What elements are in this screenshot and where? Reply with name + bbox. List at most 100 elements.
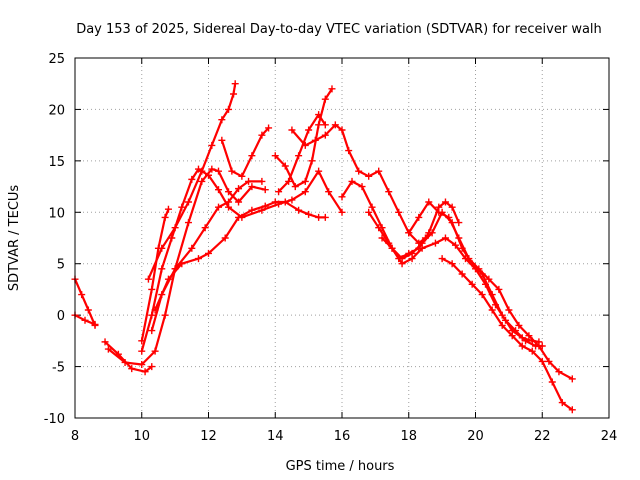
x-tick-label: 16 xyxy=(334,429,351,444)
data-point xyxy=(405,229,413,237)
data-point xyxy=(301,177,309,185)
data-point xyxy=(230,90,238,98)
data-point xyxy=(492,301,500,309)
data-point xyxy=(208,141,216,149)
x-axis-label: GPS time / hours xyxy=(286,459,395,474)
data-point xyxy=(295,206,303,214)
data-point xyxy=(331,121,339,129)
data-point xyxy=(448,260,456,268)
data-point xyxy=(281,198,289,206)
data-point xyxy=(425,198,433,206)
data-point xyxy=(478,291,486,299)
data-point xyxy=(301,141,309,149)
data-point xyxy=(148,327,156,335)
data-point xyxy=(138,361,146,369)
data-point xyxy=(178,260,186,268)
data-point xyxy=(164,205,172,213)
data-point xyxy=(505,306,513,314)
data-point xyxy=(161,311,169,319)
data-point xyxy=(465,255,473,263)
data-point xyxy=(225,105,233,113)
data-point xyxy=(528,347,536,355)
data-point xyxy=(285,177,293,185)
data-point xyxy=(198,177,206,185)
data-point xyxy=(184,219,192,227)
data-point xyxy=(258,177,266,185)
data-point xyxy=(568,406,576,414)
data-point xyxy=(385,188,393,196)
data-point xyxy=(415,213,423,221)
y-axis-label: SDTVAR / TECUs xyxy=(7,185,22,292)
series-track-10 xyxy=(220,126,270,178)
grid-layer xyxy=(75,58,609,418)
y-tick-label: 15 xyxy=(48,155,65,170)
data-point xyxy=(438,255,446,263)
data-point xyxy=(388,244,396,252)
data-point xyxy=(248,152,256,160)
data-point xyxy=(482,280,490,288)
data-point xyxy=(315,111,323,119)
x-tick-label: 22 xyxy=(534,429,551,444)
data-point xyxy=(375,224,383,232)
data-point xyxy=(261,186,269,194)
data-point xyxy=(485,275,493,283)
data-point xyxy=(445,213,453,221)
data-point xyxy=(245,177,253,185)
data-point xyxy=(198,167,206,175)
data-point xyxy=(315,121,323,129)
data-point xyxy=(338,126,346,134)
series-track-11 xyxy=(274,87,334,188)
data-point xyxy=(205,171,212,179)
y-tick-label: 10 xyxy=(48,206,65,221)
data-point xyxy=(508,332,516,340)
data-point xyxy=(398,260,406,268)
plot-frame xyxy=(74,57,610,419)
data-point xyxy=(261,202,269,210)
series-layer xyxy=(71,80,576,414)
data-point xyxy=(248,183,256,191)
data-point xyxy=(348,177,356,185)
data-point xyxy=(522,337,530,345)
data-point xyxy=(281,162,289,170)
data-point xyxy=(488,306,496,314)
data-point xyxy=(164,275,172,283)
data-point xyxy=(375,167,383,175)
data-point xyxy=(518,342,526,350)
data-point xyxy=(81,316,89,324)
data-point xyxy=(435,208,443,216)
data-point xyxy=(148,363,156,371)
series-track-7 xyxy=(150,180,263,332)
data-point xyxy=(295,152,303,160)
data-point xyxy=(228,167,236,175)
data-point xyxy=(151,306,159,314)
y-tick-label: 0 xyxy=(57,309,65,324)
series-track-1 xyxy=(73,278,97,327)
data-point xyxy=(468,280,476,288)
data-point xyxy=(215,186,223,194)
data-point xyxy=(188,244,196,252)
data-point xyxy=(288,196,296,204)
series-track-3 xyxy=(103,340,153,373)
series-track-4 xyxy=(107,168,267,366)
data-point xyxy=(201,224,209,232)
data-point xyxy=(305,126,313,134)
data-point xyxy=(458,270,466,278)
data-point xyxy=(128,365,136,373)
data-point xyxy=(235,213,243,221)
data-point xyxy=(498,321,506,329)
data-point xyxy=(512,327,520,335)
data-point xyxy=(555,368,563,376)
data-point xyxy=(84,306,92,314)
data-point xyxy=(545,357,553,365)
data-point xyxy=(291,183,299,191)
data-point xyxy=(148,285,156,293)
data-point xyxy=(325,188,333,196)
data-point xyxy=(315,167,323,175)
data-point xyxy=(558,399,566,407)
data-point xyxy=(288,126,296,134)
data-point xyxy=(208,165,216,173)
data-point xyxy=(355,167,363,175)
chart-title: Day 153 of 2025, Sidereal Day-to-day VTE… xyxy=(76,22,602,37)
y-tick-label: 20 xyxy=(48,103,65,118)
